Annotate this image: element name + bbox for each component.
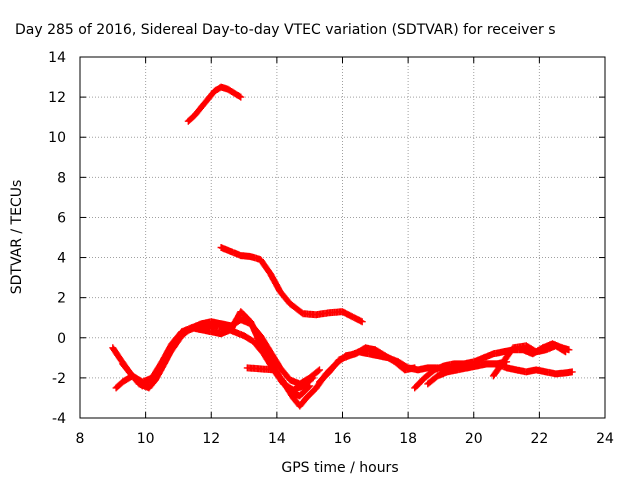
x-tick-label: 18	[399, 431, 417, 447]
y-tick-label: -4	[52, 411, 66, 427]
series-arc-h	[489, 342, 570, 380]
data-points	[109, 83, 576, 410]
series-arc-g	[424, 360, 576, 388]
plot-frame	[79, 56, 606, 419]
x-tick-label: 22	[530, 431, 548, 447]
y-tick-label: 12	[48, 90, 66, 106]
x-tick-label: 24	[596, 431, 614, 447]
x-tick-label: 8	[76, 431, 85, 447]
y-tick-label: 0	[57, 331, 66, 347]
grid	[80, 57, 605, 418]
series-markers	[489, 342, 570, 380]
x-tick-label: 10	[137, 431, 155, 447]
x-tick-label: 16	[334, 431, 352, 447]
x-tick-label: 20	[465, 431, 483, 447]
y-tick-label: 14	[48, 50, 66, 66]
y-tick-label: 10	[48, 130, 66, 146]
y-tick-label: 4	[57, 251, 66, 267]
x-tick-label: 14	[268, 431, 286, 447]
series-arc-upper	[184, 83, 245, 125]
x-axis-label: GPS time / hours	[281, 460, 398, 476]
series-markers	[424, 360, 576, 388]
series-arc-middle	[217, 244, 366, 326]
series-markers	[217, 244, 366, 326]
x-tick-label: 12	[202, 431, 220, 447]
chart-title: Day 285 of 2016, Sidereal Day-to-day VTE…	[15, 22, 556, 38]
y-tick-label: 8	[57, 170, 66, 186]
y-axis-label: SDTVAR / TECUs	[9, 180, 25, 295]
series-markers	[184, 83, 245, 125]
y-tick-label: 6	[57, 210, 66, 226]
y-tick-label: -2	[52, 371, 66, 387]
y-tick-label: 2	[57, 291, 66, 307]
